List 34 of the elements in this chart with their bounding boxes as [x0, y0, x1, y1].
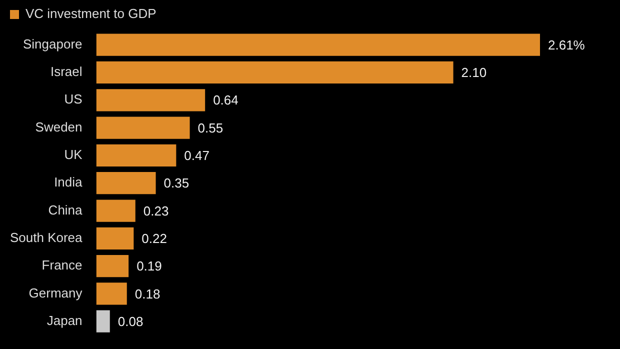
data-label: 0.35 [164, 176, 190, 191]
data-label: 0.18 [134, 286, 160, 302]
bar [96, 61, 454, 84]
bar [96, 116, 190, 139]
data-label: 0.23 [143, 203, 169, 218]
bar [96, 282, 127, 305]
y-tick-label: Singapore [22, 36, 82, 52]
bar [96, 227, 134, 250]
y-tick-label: France [42, 258, 82, 273]
bar [96, 144, 176, 167]
data-label: 0.64 [213, 92, 238, 108]
bar [96, 200, 136, 222]
data-label: 0.47 [184, 148, 210, 164]
data-label: 0.55 [198, 120, 224, 136]
data-label: 0.08 [118, 314, 144, 329]
data-label: 0.19 [136, 258, 162, 274]
y-tick-label: Sweden [35, 119, 82, 134]
legend-label: VC investment to GDP [26, 6, 156, 22]
y-tick-label: Japan [46, 312, 82, 328]
y-tick-label: Germany [28, 285, 83, 300]
y-tick-label: Israel [50, 64, 82, 80]
bar [96, 89, 206, 112]
y-tick-label: China [48, 202, 84, 218]
bar [96, 255, 129, 278]
y-tick-label: US [64, 92, 83, 107]
y-tick-label: India [54, 174, 84, 190]
bar [96, 310, 110, 332]
data-label: 2.10 [461, 65, 487, 80]
bar [96, 34, 540, 56]
y-tick-label: South Korea [10, 230, 84, 245]
bar [96, 172, 156, 194]
y-tick-label: UK [64, 147, 83, 162]
data-label: 0.22 [142, 230, 167, 246]
data-label: 2.61% [548, 37, 586, 52]
